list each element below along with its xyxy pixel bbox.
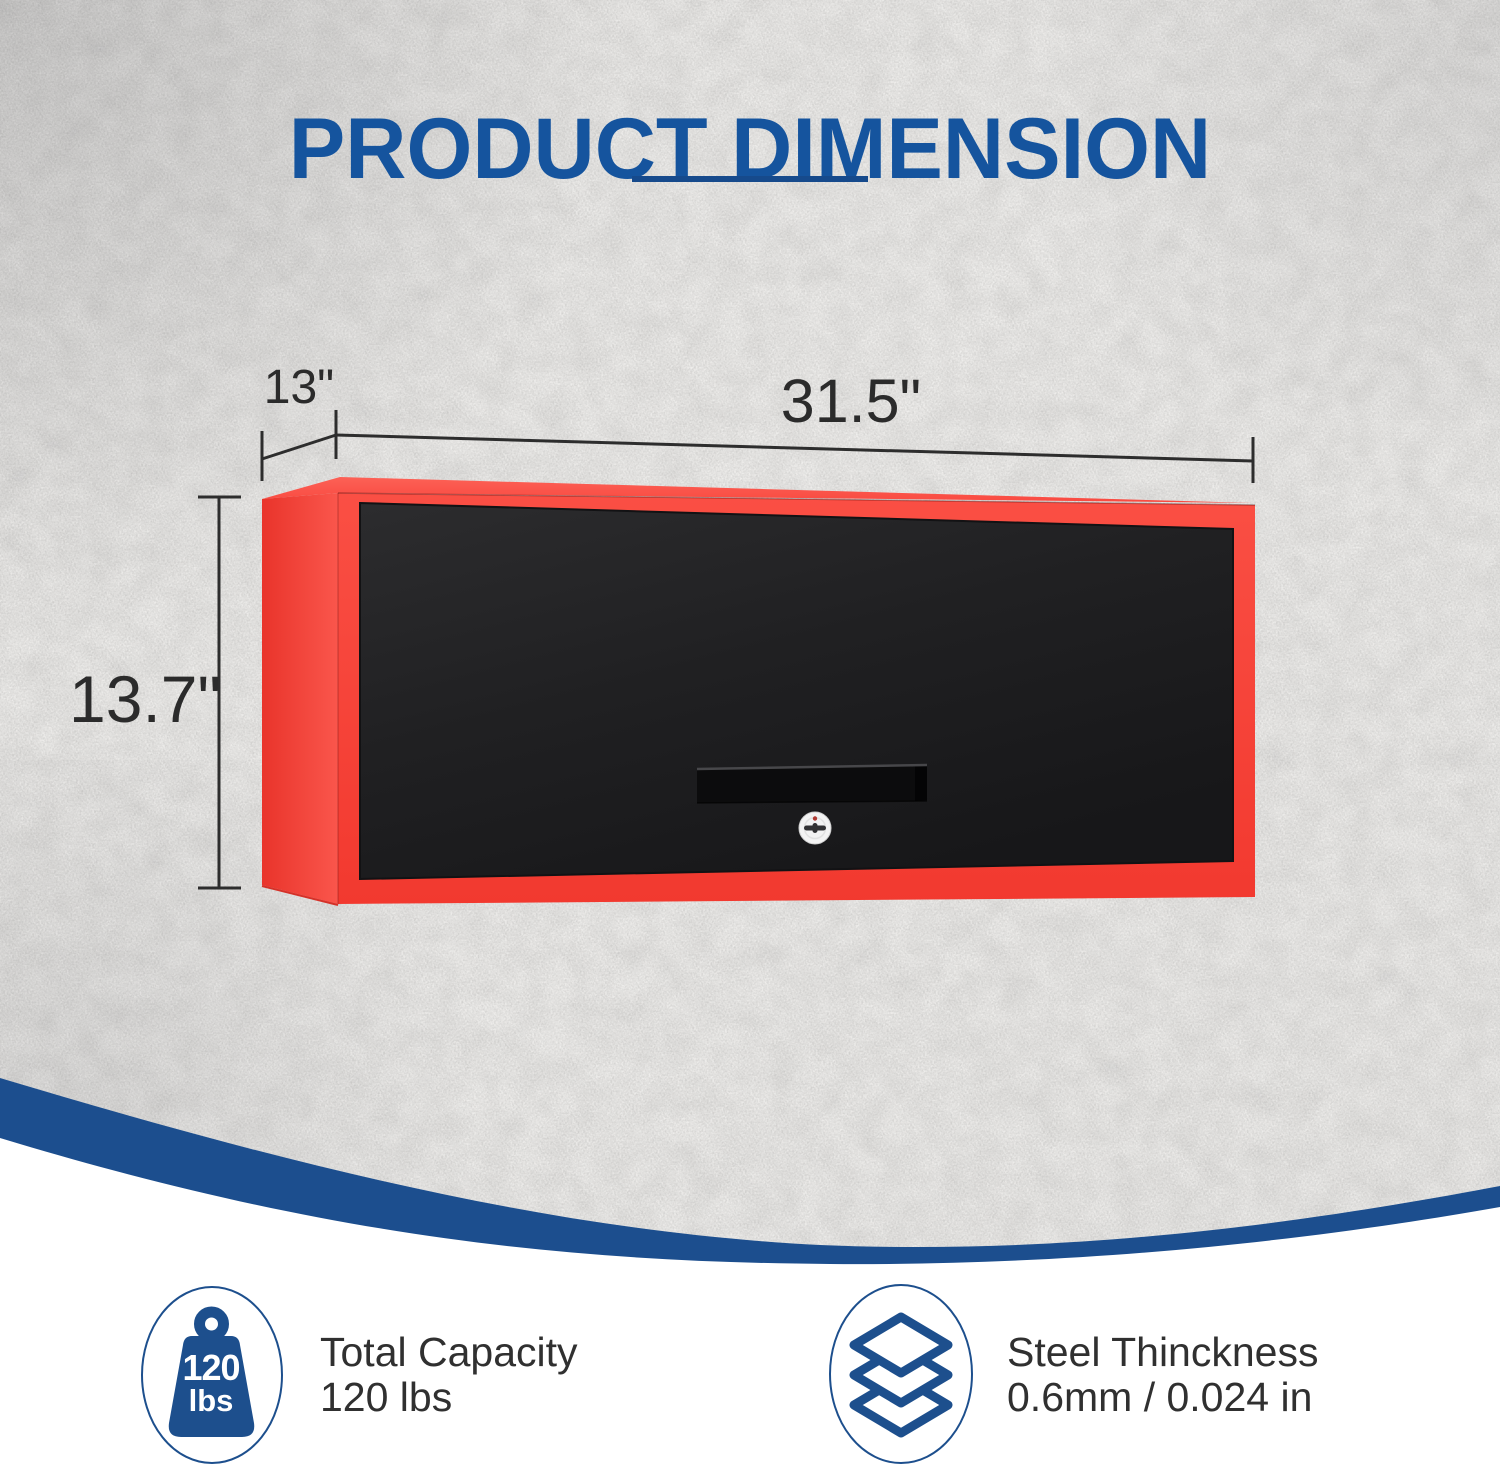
feature-capacity-badge: 120 lbs [141, 1286, 283, 1464]
width-dimension-label: 31.5" [780, 367, 922, 435]
depth-dimension-label: 13" [263, 361, 335, 414]
cabinet-top-panel [262, 477, 1253, 503]
cabinet-bottom-edge [261, 885, 339, 906]
thickness-feature-line1: Steel Thinckness [1007, 1329, 1319, 1375]
weight-icon-value: 120 [182, 1347, 239, 1388]
cabinet-top-edge [337, 492, 1256, 506]
weight-icon: 120 lbs [168, 1306, 255, 1437]
page-title: PRODUCT DIMENSION [288, 100, 1212, 197]
capacity-feature-line1: Total Capacity [320, 1329, 578, 1375]
door-handle-recess [696, 763, 928, 804]
lock-indicator [812, 816, 818, 821]
cabinet [261, 477, 1256, 906]
capacity-feature-line2: 120 lbs [320, 1374, 453, 1420]
weight-icon-unit: lbs [189, 1383, 234, 1418]
height-dimension-line [198, 495, 241, 890]
lock-keyhole [804, 823, 826, 833]
cabinet-door [359, 501, 1234, 881]
title-underline [632, 176, 868, 182]
width-dimension-line [335, 433, 1255, 483]
feature-thickness-badge [829, 1284, 973, 1464]
thickness-feature-line2: 0.6mm / 0.024 in [1007, 1374, 1313, 1420]
door-lock [798, 811, 832, 845]
height-dimension-label: 13.7" [69, 662, 221, 736]
layers-icon [849, 1312, 953, 1438]
thickness-feature-text: Steel Thinckness 0.6mm / 0.024 in [1007, 1330, 1318, 1420]
cabinet-left-panel [262, 493, 338, 904]
depth-dimension-line [260, 410, 338, 481]
dimension-annotations [198, 410, 1255, 890]
capacity-feature-text: Total Capacity 120 lbs [320, 1330, 578, 1420]
